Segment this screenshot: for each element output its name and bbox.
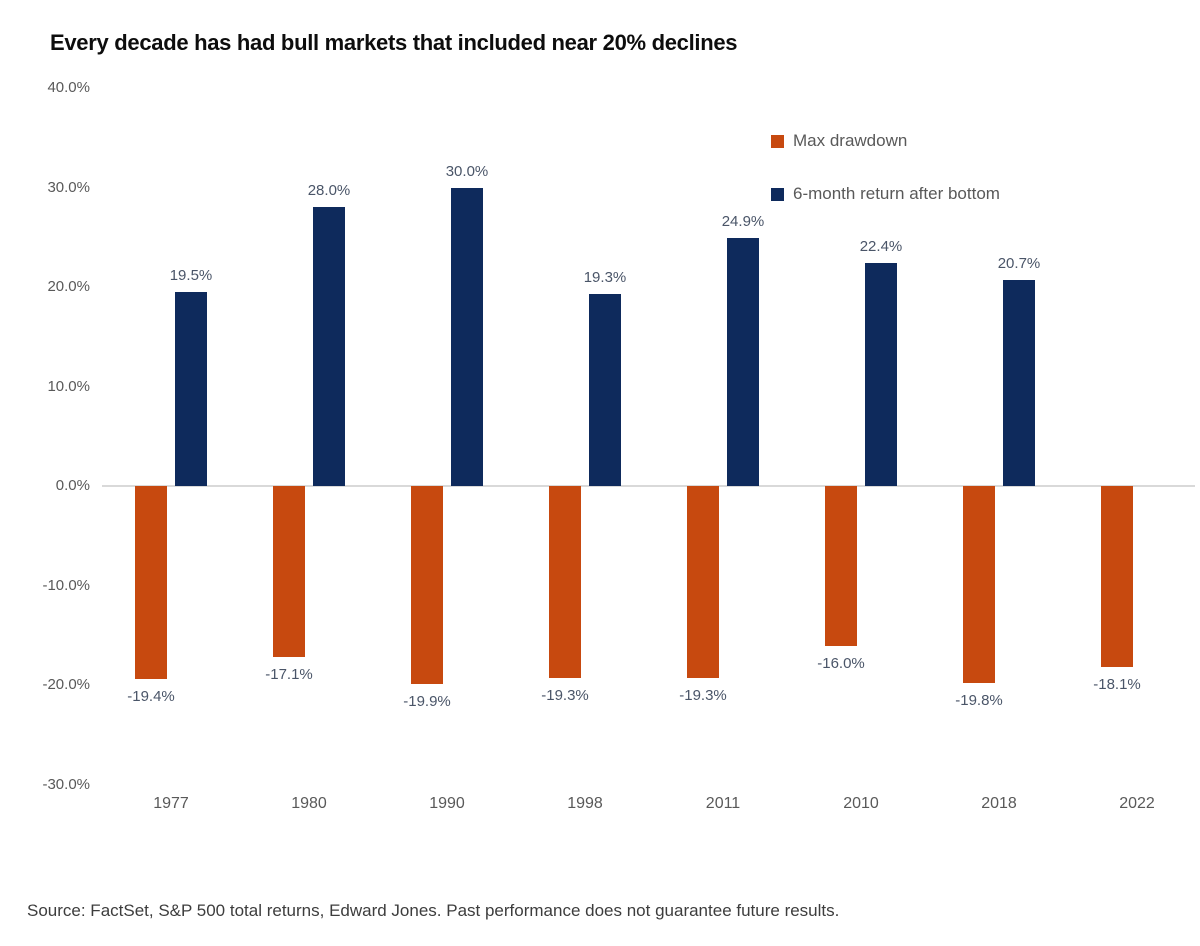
source-note: Source: FactSet, S&P 500 total returns, … — [27, 901, 840, 920]
zero-gridline — [102, 485, 1195, 488]
y-axis-tick-label: 0.0% — [55, 477, 90, 495]
bar-value-label-return-1977: 19.5% — [169, 267, 213, 285]
bar-max-drawdown-1980 — [273, 486, 305, 657]
bar-value-label-return-2018: 20.7% — [997, 255, 1041, 273]
chart-title: Every decade has had bull markets that i… — [50, 30, 738, 55]
bar-max-drawdown-2022 — [1101, 486, 1133, 667]
bar-6month-return-1990 — [451, 187, 483, 487]
bar-value-label-drawdown-2018: -19.8% — [955, 692, 1003, 710]
x-axis-label-2018: 2018 — [981, 795, 1017, 812]
bar-value-label-drawdown-1998: -19.3% — [541, 687, 589, 705]
bar-max-drawdown-2018 — [963, 486, 995, 684]
bar-value-label-return-1990: 30.0% — [445, 162, 489, 180]
bar-6month-return-1977 — [175, 292, 207, 487]
bar-6month-return-2010 — [865, 263, 897, 487]
y-axis-tick-label: 20.0% — [47, 278, 90, 296]
legend-label-max-drawdown: Max drawdown — [793, 131, 908, 150]
x-axis-label-2010: 2010 — [843, 795, 879, 812]
x-axis-label-1980: 1980 — [291, 795, 327, 812]
bar-max-drawdown-1977 — [135, 486, 167, 680]
bar-value-label-return-1980: 28.0% — [307, 182, 351, 200]
legend-swatch-max-drawdown-icon — [771, 134, 784, 148]
bar-value-label-drawdown-2022: -18.1% — [1093, 675, 1141, 693]
bar-max-drawdown-2011 — [687, 486, 719, 679]
bar-value-label-drawdown-1980: -17.1% — [265, 665, 313, 683]
bar-max-drawdown-1998 — [549, 486, 581, 679]
bar-6month-return-2018 — [1003, 280, 1035, 487]
x-axis-label-2011: 2011 — [705, 795, 741, 812]
bar-value-label-drawdown-1990: -19.9% — [403, 693, 451, 711]
bar-6month-return-1998 — [589, 294, 621, 487]
y-axis-tick-label: -30.0% — [42, 776, 90, 793]
legend: Max drawdown 6-month return after bottom — [771, 131, 1000, 237]
bar-value-label-drawdown-2010: -16.0% — [817, 654, 865, 672]
x-axis-label-2022: 2022 — [1119, 795, 1155, 812]
legend-item-max-drawdown: Max drawdown — [771, 131, 1000, 151]
bar-value-label-return-2010: 22.4% — [859, 238, 903, 256]
legend-item-6month-return: 6-month return after bottom — [771, 184, 1000, 204]
bar-max-drawdown-1990 — [411, 486, 443, 685]
bar-6month-return-2011 — [727, 238, 759, 487]
x-axis-label-1998: 1998 — [567, 795, 603, 812]
x-axis-label-1990: 1990 — [429, 795, 465, 812]
y-axis-tick-label: 10.0% — [47, 377, 90, 395]
y-axis-tick-label: -10.0% — [42, 576, 90, 594]
bar-value-label-return-1998: 19.3% — [583, 269, 627, 287]
bar-value-label-drawdown-2011: -19.3% — [679, 687, 727, 705]
y-axis-tick-label: -20.0% — [42, 676, 90, 694]
y-axis-tick-label: 30.0% — [47, 178, 90, 196]
bar-value-label-drawdown-1977: -19.4% — [127, 688, 175, 706]
legend-label-6month-return: 6-month return after bottom — [793, 184, 1000, 203]
y-axis-tick-label: 40.0% — [47, 79, 90, 96]
bar-value-label-return-2011: 24.9% — [721, 213, 765, 231]
x-axis-label-1977: 1977 — [153, 795, 189, 812]
legend-swatch-6month-return-icon — [771, 187, 784, 201]
bar-max-drawdown-2010 — [825, 486, 857, 646]
bar-6month-return-1980 — [313, 207, 345, 487]
